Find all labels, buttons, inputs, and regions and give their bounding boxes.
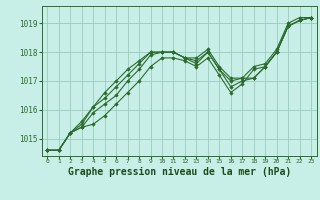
X-axis label: Graphe pression niveau de la mer (hPa): Graphe pression niveau de la mer (hPa) (68, 167, 291, 177)
